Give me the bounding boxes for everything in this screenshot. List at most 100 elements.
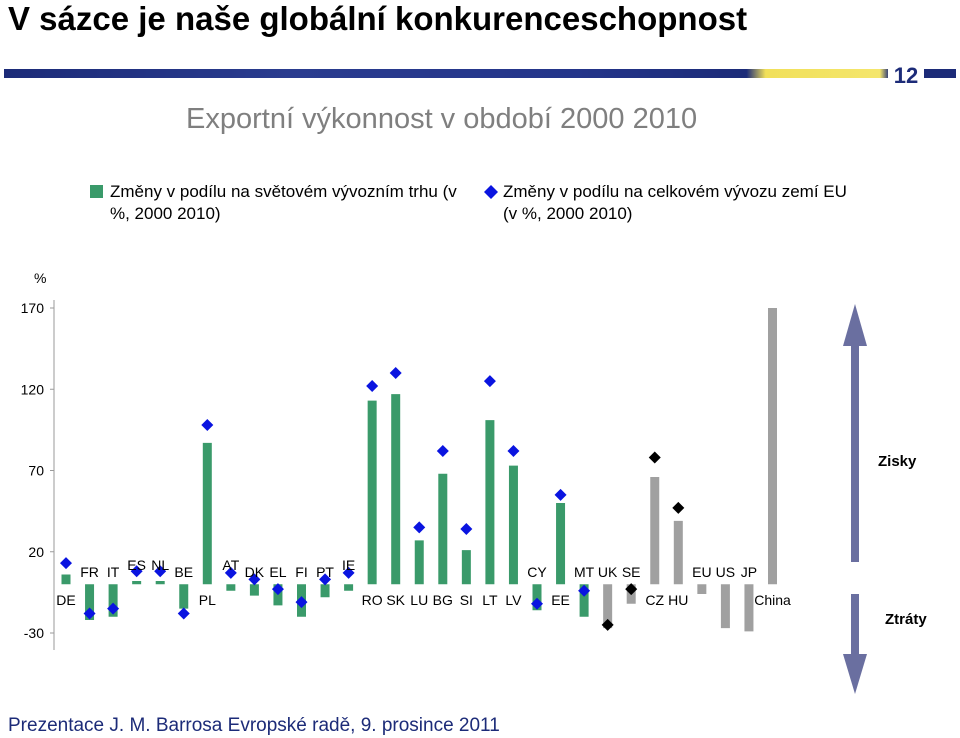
- y-tick-label: 70: [28, 463, 44, 479]
- diamond-pt: [319, 573, 332, 586]
- category-label-pt: PT: [316, 564, 334, 580]
- header-banner: [4, 69, 956, 78]
- bar-be: [179, 584, 189, 609]
- diamond-mt: [578, 584, 591, 597]
- category-label-el: EL: [269, 564, 286, 580]
- diamond-se: [625, 583, 638, 596]
- diamond-sk: [389, 367, 402, 379]
- category-label-cy: CY: [527, 564, 547, 580]
- category-label-bg: BG: [433, 592, 453, 608]
- bar-lv: [508, 465, 518, 585]
- y-tick-label: 170: [21, 300, 45, 316]
- diamond-dk: [248, 573, 261, 586]
- bar-us: [720, 584, 730, 629]
- category-label-dk: DK: [245, 564, 265, 580]
- diamond-cz: [648, 451, 661, 464]
- bar-dk: [249, 584, 259, 596]
- bar-sk: [391, 394, 401, 585]
- bar-uk: [603, 584, 613, 629]
- diamond-lu: [413, 521, 426, 534]
- footer-text: Prezentace J. M. Barrosa Evropské radě, …: [8, 715, 500, 736]
- legend-label-world-share: Změny v podílu na světovém vývozním trhu…: [110, 182, 457, 223]
- diamond-uk: [601, 618, 614, 631]
- category-label-es: ES: [127, 557, 146, 573]
- legend-diamond-icon: [484, 185, 498, 199]
- category-label-fi: FI: [295, 564, 307, 580]
- losses-arrow-head: [843, 654, 867, 694]
- category-label-mt: MT: [574, 564, 595, 580]
- diamond-el: [271, 583, 284, 596]
- bar-mt: [579, 584, 589, 617]
- gains-arrow-head: [843, 304, 867, 346]
- category-label-hu: HU: [668, 592, 688, 608]
- category-label-sk: SK: [386, 592, 405, 608]
- y-tick-label: -30: [24, 625, 44, 641]
- bar-lt: [485, 420, 495, 585]
- bar-ro: [367, 400, 377, 585]
- category-label-lt: LT: [482, 592, 498, 608]
- category-label-nl: NL: [151, 557, 169, 573]
- category-label-jp: JP: [741, 564, 757, 580]
- bar-cz: [650, 477, 660, 585]
- bar-jp: [744, 584, 754, 632]
- category-label-si: SI: [460, 592, 473, 608]
- bar-at: [226, 584, 236, 591]
- category-label-lv: LV: [505, 592, 522, 608]
- slide-title: V sázce je naše globální konkurenceschop…: [8, 0, 748, 37]
- category-label-de: DE: [56, 592, 75, 608]
- diamond-ie: [342, 566, 355, 579]
- diamond-fi: [295, 596, 308, 609]
- bar-cy: [532, 584, 542, 611]
- category-label-us: US: [716, 564, 735, 580]
- bar-pl: [202, 442, 212, 585]
- category-label-china: China: [754, 592, 791, 608]
- bar-lu: [414, 540, 424, 585]
- diamond-lt: [483, 375, 496, 388]
- category-label-ie: IE: [342, 557, 355, 573]
- bar-si: [461, 550, 471, 585]
- gains-arrow-shaft: [851, 340, 859, 562]
- zone-label-losses: Ztráty: [885, 611, 927, 628]
- category-label-eu: EU: [692, 564, 711, 580]
- diamond-si: [460, 523, 473, 535]
- diamond-cy: [531, 597, 543, 610]
- category-label-ro: RO: [362, 592, 383, 608]
- diamond-hu: [672, 501, 685, 514]
- legend-square-icon: [90, 185, 103, 198]
- bar-nl: [155, 581, 165, 585]
- bar-hu: [673, 520, 683, 585]
- y-axis-label: %: [34, 270, 46, 286]
- diamond-ee: [554, 488, 567, 501]
- bar-bg: [438, 473, 448, 585]
- diamond-de: [60, 557, 72, 570]
- category-label-cz: CZ: [645, 592, 664, 608]
- bar-es: [132, 581, 142, 585]
- category-label-be: BE: [174, 564, 193, 580]
- category-label-ee: EE: [551, 592, 570, 608]
- category-label-it: IT: [107, 564, 120, 580]
- diamond-lv: [507, 445, 520, 457]
- diamond-it: [107, 602, 120, 615]
- category-label-at: AT: [222, 557, 239, 573]
- diamond-ro: [366, 380, 379, 392]
- category-label-fr: FR: [80, 564, 99, 580]
- y-tick-label: 20: [28, 544, 44, 560]
- bar-china: [768, 308, 777, 585]
- diamond-es: [130, 565, 143, 578]
- category-label-uk: UK: [598, 564, 618, 580]
- diamond-bg: [436, 445, 449, 457]
- y-tick-label: 120: [21, 381, 45, 397]
- diamond-be: [177, 607, 190, 620]
- category-label-pl: PL: [199, 592, 216, 608]
- diamond-nl: [154, 565, 167, 578]
- bar-it: [108, 584, 118, 617]
- chart-title: Exportní výkonnost v období 2000 2010: [186, 103, 698, 135]
- bar-eu: [697, 584, 707, 594]
- bar-fr: [85, 584, 95, 620]
- category-label-lu: LU: [410, 592, 428, 608]
- diamond-pl: [201, 419, 214, 431]
- legend-label-eu-share: Změny v podílu na celkovém vývozu zemí E…: [503, 182, 847, 223]
- losses-arrow-shaft: [851, 594, 859, 660]
- zone-label-gains: Zisky: [878, 453, 917, 470]
